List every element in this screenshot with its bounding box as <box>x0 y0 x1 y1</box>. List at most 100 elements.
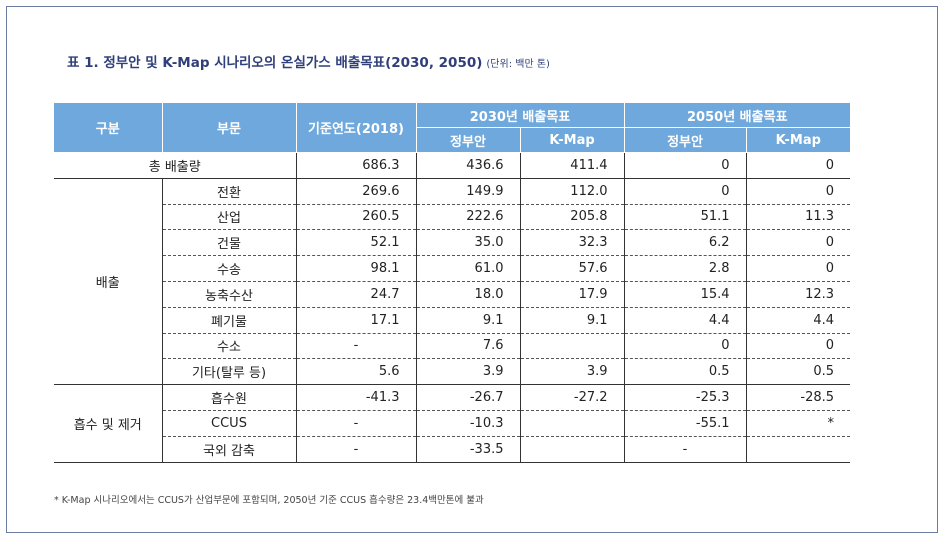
unit-label: (단위: 백만 톤) <box>486 59 550 70</box>
sector-cell: 수송 <box>161 255 296 282</box>
table-cell: - <box>623 436 747 463</box>
table-cell: 52.1 <box>295 229 416 257</box>
group-removal: 흡수 및 제거 <box>54 384 162 463</box>
table-cell: 222.6 <box>415 204 520 231</box>
table-cell: 149.9 <box>415 178 520 205</box>
sector-cell: 건물 <box>161 229 296 257</box>
table-cell: -33.5 <box>415 436 520 463</box>
table-cell: 0.5 <box>745 358 851 386</box>
table-cell: -10.3 <box>415 410 520 437</box>
header-category: 구분 <box>54 103 162 153</box>
table-cell: 686.3 <box>295 152 416 179</box>
table-cell: 17.1 <box>295 307 416 334</box>
table-cell: 436.6 <box>415 152 520 179</box>
table-cell: 32.3 <box>519 229 625 257</box>
table-cell: 0.5 <box>623 358 747 386</box>
group-emission: 배출 <box>54 178 162 386</box>
table-cell: 15.4 <box>623 281 747 308</box>
table-cell: 4.4 <box>745 307 851 334</box>
table-cell: 2.8 <box>623 255 747 282</box>
table-row: 농축수산 24.7 18.0 17.9 15.4 12.3 <box>54 281 851 308</box>
table-row: 산업 260.5 222.6 205.8 51.1 11.3 <box>54 204 851 231</box>
table-cell: - <box>295 333 416 360</box>
table-row: 배출 전환 269.6 149.9 112.0 0 0 <box>54 178 851 386</box>
table-cell: 0 <box>623 178 747 205</box>
sector-cell: 수소 <box>161 333 296 360</box>
sector-cell: 폐기물 <box>161 307 296 334</box>
table-row: 수송 98.1 61.0 57.6 2.8 0 <box>54 255 851 282</box>
table-cell: 0 <box>623 333 747 360</box>
table-cell: 4.4 <box>623 307 747 334</box>
table-row: 국외 감축 - -33.5 - <box>54 436 851 463</box>
sector-cell: 기타(탈루 등) <box>161 358 296 386</box>
table-cell <box>519 436 625 463</box>
table-cell: 18.0 <box>415 281 520 308</box>
table-cell: 9.1 <box>415 307 520 334</box>
table-cell: 3.9 <box>519 358 625 386</box>
header-2030-kmap: K-Map <box>519 127 625 153</box>
table-cell: 51.1 <box>623 204 747 231</box>
table-cell: 0 <box>745 333 851 360</box>
header-base-year: 기준연도(2018) <box>295 103 416 153</box>
table-cell: 98.1 <box>295 255 416 282</box>
table-row: CCUS - -10.3 -55.1 * <box>54 410 851 437</box>
table-cell: 57.6 <box>519 255 625 282</box>
table-row: 건물 52.1 35.0 32.3 6.2 0 <box>54 229 851 257</box>
table-cell: * <box>745 410 851 437</box>
table-row: 흡수 및 제거 흡수원 -41.3 -26.7 -27.2 -25.3 -28.… <box>54 384 851 463</box>
total-label: 총 배출량 <box>54 152 296 179</box>
emissions-table: 구분 부문 기준연도(2018) 2030년 배출목표 2050년 배출목표 정… <box>54 103 851 463</box>
table-cell: 205.8 <box>519 204 625 231</box>
table-cell: 35.0 <box>415 229 520 257</box>
table-cell: -25.3 <box>623 384 747 411</box>
sector-cell: 국외 감축 <box>161 436 296 463</box>
table-cell: 112.0 <box>519 178 625 205</box>
table-cell: 11.3 <box>745 204 851 231</box>
table-cell: 3.9 <box>415 358 520 386</box>
header-2030: 2030년 배출목표 <box>415 103 625 128</box>
footnote: * K-Map 시나리오에서는 CCUS가 산업부문에 포함되며, 2050년 … <box>54 495 484 506</box>
table-cell: 5.6 <box>295 358 416 386</box>
table-cell: -26.7 <box>415 384 520 411</box>
table-cell <box>519 333 625 360</box>
table-cell: 7.6 <box>415 333 520 360</box>
table-row: 기타(탈루 등) 5.6 3.9 3.9 0.5 0.5 <box>54 358 851 386</box>
table-cell: 0 <box>745 152 851 179</box>
table-cell <box>519 410 625 437</box>
table-row-total: 총 배출량 686.3 436.6 411.4 0 0 <box>54 152 851 179</box>
header-2030-gov: 정부안 <box>415 127 520 153</box>
sector-cell: 흡수원 <box>161 384 296 411</box>
header-2050: 2050년 배출목표 <box>623 103 851 128</box>
sector-cell: 전환 <box>161 178 296 205</box>
table-cell: 61.0 <box>415 255 520 282</box>
table-cell: 269.6 <box>295 178 416 205</box>
header-sector: 부문 <box>161 103 296 153</box>
table-cell: 24.7 <box>295 281 416 308</box>
table-cell: 0 <box>623 152 747 179</box>
sector-cell: CCUS <box>161 410 296 437</box>
table-cell: 17.9 <box>519 281 625 308</box>
table-cell: - <box>295 436 416 463</box>
title-text: 표 1. 정부안 및 K-Map 시나리오의 온실가스 배출목표(2030, 2… <box>67 55 483 71</box>
table-cell: 9.1 <box>519 307 625 334</box>
sector-cell: 산업 <box>161 204 296 231</box>
table-cell <box>745 436 851 463</box>
table-title: 표 1. 정부안 및 K-Map 시나리오의 온실가스 배출목표(2030, 2… <box>67 51 550 71</box>
table-cell: 6.2 <box>623 229 747 257</box>
table-row: 폐기물 17.1 9.1 9.1 4.4 4.4 <box>54 307 851 334</box>
header-2050-gov: 정부안 <box>623 127 747 153</box>
table-cell: 0 <box>745 255 851 282</box>
table-cell: 0 <box>745 229 851 257</box>
table-cell: 12.3 <box>745 281 851 308</box>
table-cell: -55.1 <box>623 410 747 437</box>
table-cell: -41.3 <box>295 384 416 411</box>
table-cell: -28.5 <box>745 384 851 411</box>
sector-cell: 농축수산 <box>161 281 296 308</box>
table-cell: 260.5 <box>295 204 416 231</box>
table-cell: - <box>295 410 416 437</box>
table-cell: 411.4 <box>519 152 625 179</box>
table-row: 수소 - 7.6 0 0 <box>54 333 851 360</box>
header-2050-kmap: K-Map <box>745 127 851 153</box>
table-cell: 0 <box>745 178 851 205</box>
table-cell: -27.2 <box>519 384 625 411</box>
